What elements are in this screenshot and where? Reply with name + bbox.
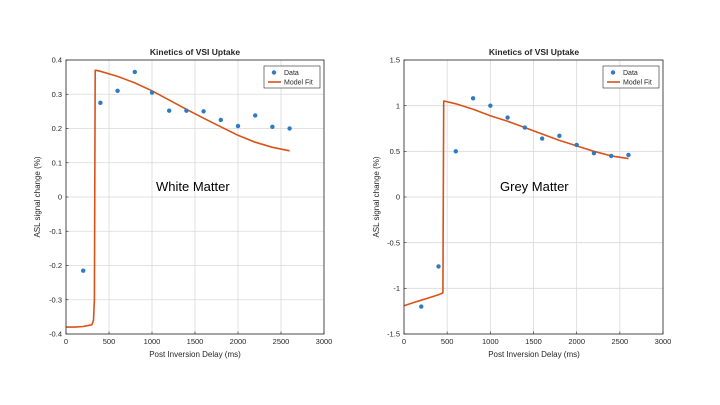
x-tick-label: 0 (402, 337, 406, 346)
legend-label-data: Data (623, 70, 638, 77)
y-tick-label: -0.3 (49, 295, 62, 304)
chart-title: Kinetics of VSI Uptake (489, 47, 579, 57)
data-point (201, 109, 206, 114)
tick-labels: 0 500 1000 1500 2000 2500 3000 -1.5 -1 -0.5 0 0.5 1 1… (387, 56, 671, 346)
chart-title: Kinetics of VSI Uptake (150, 47, 240, 57)
data-point (470, 96, 476, 101)
data-point (609, 153, 614, 159)
data-point (270, 124, 275, 129)
y-tick-label: -1 (393, 284, 400, 293)
x-tick-label: 500 (103, 337, 116, 346)
y-tick-label: -1.5 (387, 330, 400, 339)
legend-label-fit: Model Fit (623, 80, 652, 87)
x-tick-label: 1500 (187, 337, 204, 346)
data-point (287, 126, 292, 131)
y-tick-label: 1 (396, 101, 400, 110)
data-point (81, 268, 86, 273)
plot-marks (403, 96, 631, 309)
chart-panel-white-matter: Kinetics of VSI Uptake 0 500 1000 1500 2000 2… (33, 47, 332, 359)
data-point (626, 152, 631, 158)
x-axis-label: Post Inversion Delay (ms) (149, 350, 241, 359)
data-point (235, 123, 241, 129)
y-tick-label: -0.2 (49, 261, 62, 270)
data-point (574, 142, 579, 148)
data-point (591, 150, 597, 156)
x-tick-label: 3000 (655, 337, 672, 346)
x-tick-label: 500 (441, 337, 454, 346)
y-axis-label: ASL signal change (%) (372, 156, 381, 237)
data-point (453, 149, 458, 154)
x-tick-label: 2500 (611, 337, 628, 346)
axes-frame (65, 59, 325, 335)
data-point (149, 90, 155, 95)
legend-label-data: Data (284, 70, 299, 77)
y-tick-label: 0.2 (52, 124, 62, 133)
x-tick-label: 0 (64, 337, 68, 346)
region-annotation: White Matter (156, 179, 230, 194)
y-tick-label: 1.5 (390, 56, 400, 65)
region-annotation: Grey Matter (500, 179, 569, 194)
legend: Data Model Fit (602, 65, 660, 89)
y-tick-label: -0.5 (387, 238, 400, 247)
data-point (253, 113, 258, 118)
data-point (557, 133, 562, 139)
y-tick-label: -0.1 (49, 227, 62, 236)
x-tick-label: 1000 (482, 337, 499, 346)
x-tick-label: 2000 (568, 337, 585, 346)
y-tick-label: 0.3 (52, 90, 62, 99)
y-axis-label: ASL signal change (%) (33, 156, 42, 237)
y-tick-label: 0 (396, 193, 400, 202)
x-tick-label: 1500 (525, 337, 542, 346)
data-point (167, 108, 172, 113)
data-point (522, 125, 528, 130)
axes-frame (403, 59, 664, 335)
model-fit-line (66, 69, 290, 328)
legend-marker-data (610, 70, 616, 75)
x-tick-label: 2000 (230, 337, 247, 346)
legend: Data Model Fit (263, 65, 321, 89)
x-tick-label: 3000 (316, 337, 333, 346)
y-tick-label: 0.5 (390, 147, 400, 156)
data-point (184, 108, 189, 113)
data-point (539, 136, 545, 141)
y-tick-label: 0.4 (52, 56, 62, 65)
data-point (419, 304, 424, 309)
y-tick-label: 0.1 (52, 158, 62, 167)
plot-marks (66, 69, 292, 328)
legend-marker-data (271, 70, 277, 75)
grid (65, 59, 325, 335)
model-fit-line (403, 100, 629, 307)
x-axis-label: Post Inversion Delay (ms) (488, 350, 580, 359)
chart-panel-grey-matter: Kinetics of VSI Uptake 0 500 1000 1500 2000 2… (372, 47, 671, 359)
tick-labels: 0 500 1000 1500 2000 2500 3000 -0.4 -0.3 -0.2 -0.1… (49, 56, 332, 346)
x-tick-label: 1000 (144, 337, 161, 346)
y-tick-label: -0.4 (49, 330, 62, 339)
x-tick-label: 2500 (273, 337, 290, 346)
data-point (218, 117, 223, 123)
data-point (505, 115, 510, 120)
data-point (436, 264, 441, 269)
data-point (132, 69, 137, 75)
data-point (115, 88, 120, 94)
data-point (98, 100, 103, 106)
y-tick-label: 0 (58, 193, 62, 202)
data-point (488, 103, 493, 108)
legend-label-fit: Model Fit (284, 80, 313, 87)
